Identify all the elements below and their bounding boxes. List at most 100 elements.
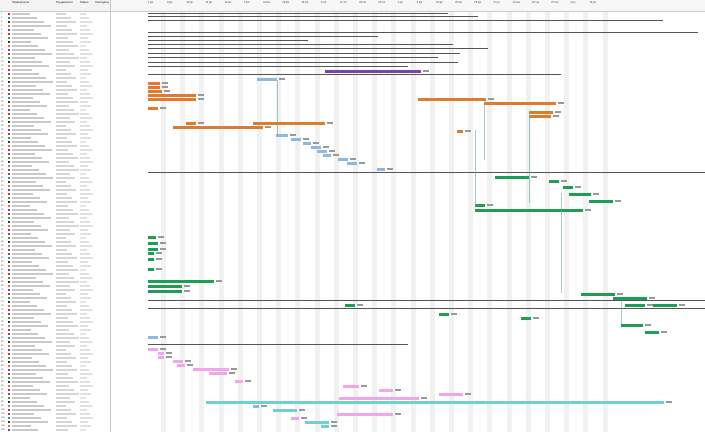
summary-task-line[interactable] (148, 53, 460, 54)
table-row[interactable]: 4 (0, 24, 110, 28)
table-row[interactable]: 19 (0, 84, 110, 88)
task-bar[interactable] (148, 248, 158, 251)
task-bar[interactable] (347, 162, 357, 165)
task-bar[interactable] (345, 304, 355, 307)
table-row[interactable]: 51 (0, 212, 110, 216)
task-bar[interactable] (148, 252, 154, 255)
table-row[interactable]: 29 (0, 124, 110, 128)
table-row[interactable]: 44 (0, 184, 110, 188)
table-row[interactable]: 70 (0, 288, 110, 292)
table-row[interactable]: 99 (0, 404, 110, 408)
table-row[interactable]: 72 (0, 296, 110, 300)
table-row[interactable]: 61 (0, 252, 110, 256)
table-row[interactable]: 67 (0, 276, 110, 280)
task-bar[interactable] (323, 154, 331, 157)
summary-task-line[interactable] (148, 344, 408, 345)
task-bar[interactable] (253, 405, 259, 408)
table-row[interactable]: 5 (0, 28, 110, 32)
table-row[interactable]: 39 (0, 164, 110, 168)
task-bar[interactable] (273, 409, 297, 412)
table-row[interactable]: 82 (0, 336, 110, 340)
task-bar[interactable] (379, 389, 393, 392)
summary-task-line[interactable] (148, 172, 705, 173)
task-bar[interactable] (148, 107, 158, 110)
table-row[interactable]: 76 (0, 312, 110, 316)
task-bar[interactable] (339, 397, 419, 400)
table-row[interactable]: 64 (0, 264, 110, 268)
table-row[interactable]: 10 (0, 48, 110, 52)
summary-task-line[interactable] (148, 13, 448, 14)
task-bar[interactable] (148, 268, 154, 271)
table-row[interactable]: 50 (0, 208, 110, 212)
task-bar[interactable] (148, 280, 214, 283)
task-bar[interactable] (325, 70, 421, 73)
task-bar[interactable] (549, 180, 559, 183)
task-bar[interactable] (521, 317, 531, 320)
task-bar[interactable] (177, 364, 185, 367)
table-row[interactable]: 23 (0, 100, 110, 104)
task-bar[interactable] (173, 360, 183, 363)
table-row[interactable]: 14 (0, 64, 110, 68)
table-row[interactable]: 60 (0, 248, 110, 252)
summary-task-line[interactable] (148, 20, 663, 21)
table-row[interactable]: 28 (0, 120, 110, 124)
table-row[interactable]: 85 (0, 348, 110, 352)
table-row[interactable]: 77 (0, 316, 110, 320)
table-row[interactable]: 25 (0, 108, 110, 112)
summary-task-line[interactable] (148, 57, 438, 58)
task-bar[interactable] (148, 94, 196, 97)
column-header-progress[interactable]: Voortgang (95, 0, 109, 4)
table-row[interactable]: 81 (0, 332, 110, 336)
task-bar[interactable] (439, 313, 449, 316)
table-row[interactable]: 31 (0, 132, 110, 136)
task-bar[interactable] (621, 324, 643, 327)
table-row[interactable]: 38 (0, 160, 110, 164)
summary-task-line[interactable] (148, 62, 458, 63)
summary-task-line[interactable] (148, 32, 698, 33)
table-row[interactable]: 17 (0, 76, 110, 80)
table-row[interactable]: 43 (0, 180, 110, 184)
task-bar[interactable] (148, 236, 156, 239)
table-row[interactable]: 45 (0, 188, 110, 192)
task-bar[interactable] (148, 86, 160, 89)
table-row[interactable]: 79 (0, 324, 110, 328)
task-bar[interactable] (148, 285, 182, 288)
summary-task-line[interactable] (148, 308, 705, 309)
table-row[interactable]: 104 (0, 424, 110, 428)
summary-task-line[interactable] (148, 74, 561, 75)
table-row[interactable]: 78 (0, 320, 110, 324)
table-row[interactable]: 101 (0, 412, 110, 416)
column-header-name[interactable]: Taakopname (12, 0, 30, 4)
task-bar[interactable] (148, 336, 158, 339)
table-row[interactable]: 42 (0, 176, 110, 180)
table-row[interactable]: 53 (0, 220, 110, 224)
table-row[interactable]: 80 (0, 328, 110, 332)
table-row[interactable]: 65 (0, 268, 110, 272)
table-row[interactable]: 58 (0, 240, 110, 244)
table-row[interactable]: 62 (0, 256, 110, 260)
task-bar[interactable] (495, 176, 529, 179)
table-row[interactable]: 15 (0, 68, 110, 72)
table-row[interactable]: 86 (0, 352, 110, 356)
task-bar[interactable] (148, 348, 158, 351)
task-bar[interactable] (338, 158, 348, 161)
summary-task-line[interactable] (148, 66, 408, 67)
table-row[interactable]: 105 (0, 428, 110, 432)
table-row[interactable]: 87 (0, 356, 110, 360)
task-bar[interactable] (148, 98, 196, 101)
summary-task-line[interactable] (148, 16, 478, 17)
column-header-assigned[interactable]: Toegewezen (56, 0, 73, 4)
task-bar[interactable] (484, 102, 556, 105)
task-bar[interactable] (613, 297, 647, 300)
table-row[interactable]: 36 (0, 152, 110, 156)
table-row[interactable]: 66 (0, 272, 110, 276)
task-bar[interactable] (276, 134, 288, 137)
table-row[interactable]: 9 (0, 44, 110, 48)
table-row[interactable]: 73 (0, 300, 110, 304)
task-bar[interactable] (589, 200, 613, 203)
table-row[interactable]: 96 (0, 392, 110, 396)
table-row[interactable]: 12 (0, 56, 110, 60)
task-bar[interactable] (311, 146, 321, 149)
table-row[interactable]: 20 (0, 88, 110, 92)
table-row[interactable]: 100 (0, 408, 110, 412)
